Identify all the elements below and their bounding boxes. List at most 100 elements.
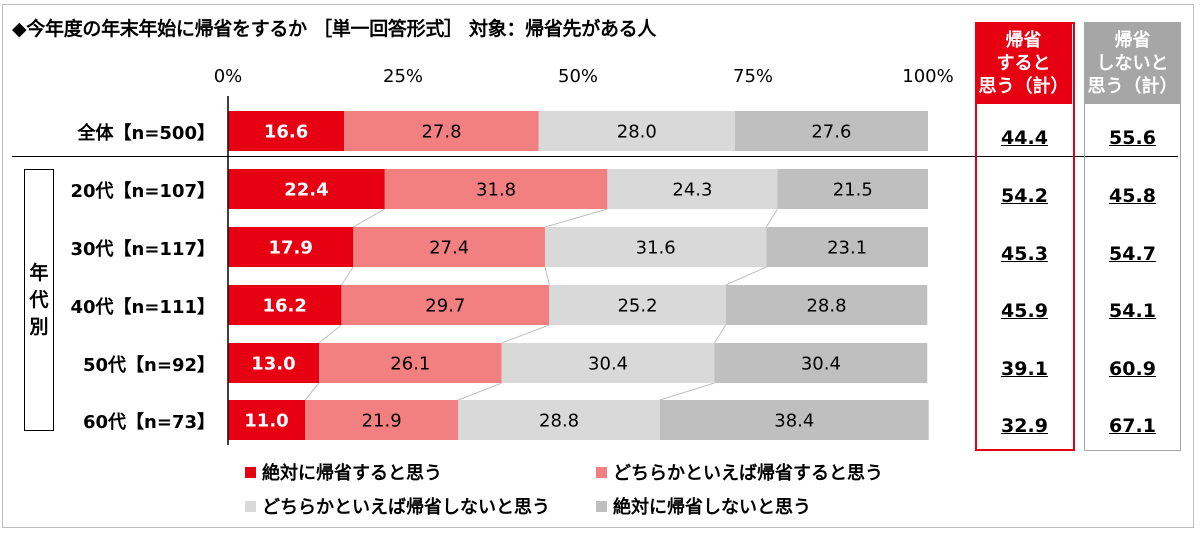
bar-segment [384, 169, 608, 209]
data-label: 25.2 [617, 296, 657, 317]
summary-yes-value: 39.1 [1001, 358, 1048, 380]
summary-yes-value: 32.9 [1001, 415, 1048, 437]
data-label: 31.8 [476, 180, 516, 201]
summary-yes-value: 45.9 [1001, 300, 1048, 322]
summary-yes-value: 45.3 [1001, 243, 1048, 265]
connector-line [714, 324, 727, 344]
connector-line [501, 324, 550, 344]
summary-no-value: 60.9 [1109, 358, 1156, 380]
data-label: 21.5 [833, 180, 873, 201]
bar-segment [344, 111, 539, 151]
data-label: 30.4 [588, 354, 628, 375]
data-label: 38.4 [774, 411, 814, 432]
legend-item: どちらかといえば帰省すると思う [596, 459, 883, 485]
bar-segment [607, 169, 778, 209]
bars: 16.6 27.8 28.0 27.6 22.4 31.8 24.3 21.5 17.9 27.4… [228, 111, 929, 440]
chart-frame [2, 4, 1194, 528]
separator-line [12, 156, 1178, 157]
data-label: 26.1 [390, 354, 430, 375]
row-label: 30代【n=117】 [70, 239, 215, 260]
row-label: 40代【n=111】 [70, 297, 215, 318]
data-label: 31.6 [636, 238, 676, 259]
summary-yes-value: 44.4 [1001, 127, 1048, 149]
bar-segment [228, 169, 385, 209]
connector-line [659, 382, 715, 401]
bar-segment [549, 285, 726, 325]
bar-segment [228, 111, 345, 151]
bar-segment [725, 285, 928, 325]
data-label: 24.3 [672, 180, 712, 201]
connector-lines [304, 208, 778, 401]
legend-label: 絶対に帰省すると思う [262, 463, 442, 484]
chart-title: ◆今年度の年末年始に帰省をするか ［単一回答形式］ 対象：帰省先がある人 [12, 18, 657, 40]
bar-segment [501, 343, 715, 383]
group-label-char: 年 [29, 261, 49, 284]
connector-line [544, 266, 550, 286]
summary-yes-value: 54.2 [1001, 185, 1048, 207]
data-label: 29.7 [425, 296, 465, 317]
bar-segment [305, 400, 459, 440]
bar-segment [458, 400, 660, 440]
x-tick-label: 75% [732, 66, 774, 87]
legend-label: 絶対に帰省しないと思う [613, 497, 811, 518]
x-tick-label: 50% [557, 66, 599, 87]
bar-segment [545, 227, 767, 267]
connector-line [353, 208, 386, 228]
bar-segment [228, 343, 319, 383]
legend-item: 絶対に帰省しないと思う [596, 493, 811, 519]
bar-segment [538, 111, 735, 151]
group-label-char: 代 [29, 288, 49, 311]
legend-swatch [245, 466, 256, 478]
data-label: 16.2 [262, 296, 306, 317]
summary-no-value: 54.1 [1109, 300, 1156, 322]
legend-item: 絶対に帰省すると思う [245, 459, 442, 485]
data-label: 11.0 [244, 411, 288, 432]
bar-segment [319, 343, 502, 383]
x-tick-label: 100% [902, 66, 954, 87]
bar-segment [353, 227, 546, 267]
connector-line [725, 266, 767, 286]
data-label: 30.4 [801, 354, 841, 375]
bar-segment [228, 227, 354, 267]
row-label: 全体【n=500】 [77, 123, 215, 144]
row-label: 50代【n=92】 [83, 355, 215, 376]
bar-segment [734, 111, 928, 151]
legend-label: どちらかといえば帰省すると思う [613, 463, 883, 484]
data-label: 16.6 [264, 122, 308, 143]
bar-segment [777, 169, 928, 209]
bar-segment [341, 285, 550, 325]
row-label: 60代【n=73】 [83, 412, 215, 433]
data-label: 27.6 [811, 122, 851, 143]
legend-swatch [596, 466, 607, 478]
summary-no-value: 45.8 [1109, 185, 1156, 207]
age-group-label: 年 代 別 [24, 169, 54, 431]
bar-segment [766, 227, 928, 267]
data-label: 17.9 [268, 238, 312, 259]
connector-line [304, 382, 320, 401]
data-label: 21.9 [362, 411, 402, 432]
data-label: 28.8 [539, 411, 579, 432]
data-label: 28.0 [617, 122, 657, 143]
data-label: 23.1 [827, 238, 867, 259]
group-label-char: 別 [29, 315, 49, 338]
bar-segment [714, 343, 928, 383]
bar-segment [228, 400, 305, 440]
summary-no-header: 帰省 しないと 思う（計） [1084, 22, 1181, 104]
bar-segment [228, 285, 342, 325]
legend-label: どちらかといえば帰省しないと思う [262, 497, 550, 518]
data-label: 28.8 [806, 296, 846, 317]
summary-yes-header: 帰省 すると 思う（計） [975, 22, 1072, 104]
x-tick-label: 0% [213, 66, 243, 87]
connector-line [765, 208, 778, 228]
connector-line [340, 266, 354, 286]
data-label: 27.4 [429, 238, 469, 259]
data-label: 13.0 [251, 354, 295, 375]
connector-line [458, 382, 502, 401]
data-label: 27.8 [421, 122, 461, 143]
connector-line [544, 208, 608, 228]
legend-item: どちらかといえば帰省しないと思う [245, 493, 550, 519]
x-tick-label: 25% [382, 66, 424, 87]
data-label: 22.4 [284, 180, 328, 201]
summary-no-value: 54.7 [1109, 243, 1156, 265]
